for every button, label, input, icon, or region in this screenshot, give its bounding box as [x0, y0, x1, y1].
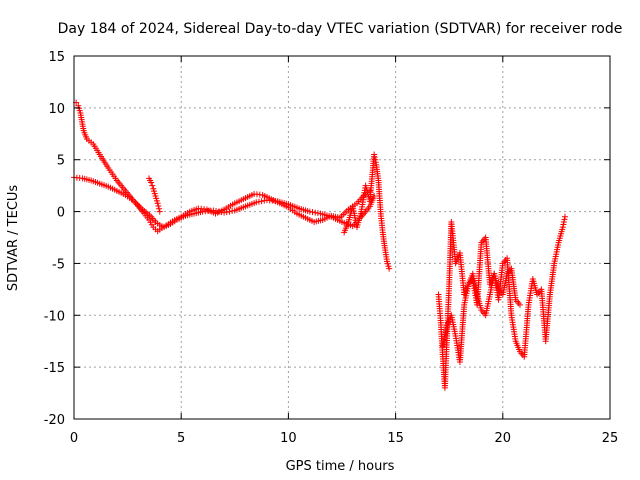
data-point: [561, 213, 568, 220]
data-marker: [255, 198, 262, 205]
data-marker: [229, 208, 236, 215]
x-tick-label: 20: [495, 431, 512, 446]
data-marker: [258, 198, 265, 205]
plot-frame: [73, 55, 611, 420]
data-point: [559, 224, 566, 231]
data-point: [371, 151, 378, 158]
grid-layer: [74, 56, 610, 419]
x-tick-label: 10: [280, 431, 297, 446]
data-marker: [309, 209, 316, 216]
data-point: [154, 200, 161, 207]
x-axis-label: GPS time / hours: [286, 459, 395, 474]
x-tick-label: 0: [70, 431, 78, 446]
data-point: [371, 193, 378, 200]
y-tick-label: -15: [44, 361, 65, 376]
data-marker: [372, 159, 379, 166]
data-marker: [560, 218, 567, 225]
y-tick-label: -20: [44, 413, 65, 428]
data-point: [253, 199, 260, 206]
series-5: [439, 265, 523, 365]
data-point: [386, 265, 393, 272]
y-axis-label: SDTVAR / TECUs: [6, 185, 21, 292]
data-marker: [218, 209, 225, 216]
y-tick-label: 15: [48, 50, 65, 65]
points-layer: [71, 99, 568, 391]
data-point: [148, 179, 155, 186]
x-tick-label: 15: [387, 431, 404, 446]
data-marker: [149, 182, 156, 189]
data-marker: [261, 197, 268, 204]
chart-title: Day 184 of 2024, Sidereal Day-to-day VTE…: [58, 21, 623, 37]
data-marker: [372, 156, 379, 163]
data-marker: [215, 208, 222, 215]
data-point: [156, 208, 163, 215]
data-marker: [155, 203, 162, 210]
ticks-layer: 0 5 10 15 20 25 -20 -15 -10 -5 0 5 10 15: [44, 50, 619, 446]
y-tick-label: -10: [44, 309, 65, 324]
data-point: [306, 208, 313, 215]
series-3: [341, 151, 393, 272]
x-tick-label: 5: [177, 431, 185, 446]
y-tick-label: 0: [57, 206, 65, 221]
data-marker: [560, 221, 567, 228]
y-tick-label: 10: [48, 102, 65, 117]
series-2: [146, 175, 163, 215]
data-marker: [156, 205, 163, 212]
y-tick-label: -5: [52, 257, 65, 272]
data-point: [516, 301, 523, 308]
data-marker: [561, 216, 568, 223]
data-point: [210, 207, 217, 214]
series-1: [71, 174, 378, 231]
data-marker: [213, 208, 220, 215]
data-marker: [314, 210, 321, 217]
data-marker: [223, 209, 230, 216]
series-0: [73, 99, 373, 235]
data-point: [221, 209, 228, 216]
data-marker: [312, 209, 319, 216]
data-marker: [226, 208, 233, 215]
x-tick-label: 25: [602, 431, 619, 446]
series-4: [435, 213, 568, 391]
y-tick-label: 5: [57, 154, 65, 169]
data-marker: [371, 154, 378, 161]
